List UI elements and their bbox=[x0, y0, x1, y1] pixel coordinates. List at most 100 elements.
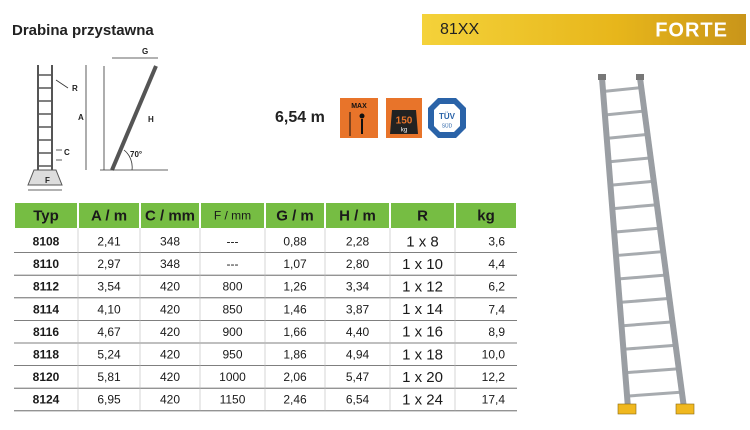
ladder-rail bbox=[599, 77, 631, 409]
table-cell: 1150 bbox=[220, 393, 246, 407]
icon-text: MAX bbox=[351, 103, 367, 110]
table-cell: 420 bbox=[160, 347, 180, 361]
model-code: 81XX bbox=[440, 21, 479, 38]
table-cell: 348 bbox=[160, 257, 180, 271]
brand-logo: FORTE bbox=[655, 19, 728, 41]
header-cell bbox=[201, 203, 264, 228]
table-cell: 420 bbox=[160, 302, 180, 316]
header-cell bbox=[456, 203, 516, 228]
table-cell: 4,10 bbox=[97, 302, 121, 316]
ladder-cap bbox=[636, 74, 644, 80]
dim-label: H bbox=[148, 115, 154, 124]
table-cell: 3,6 bbox=[488, 234, 505, 248]
max-height: 6,54 m bbox=[275, 109, 325, 126]
table-cell: 420 bbox=[160, 393, 180, 407]
table-cell: 420 bbox=[160, 370, 180, 384]
header-cell bbox=[266, 203, 324, 228]
ladder-rung bbox=[619, 296, 670, 304]
dim-label: G bbox=[142, 47, 148, 56]
table-cell: 950 bbox=[222, 347, 242, 361]
ladder-rung bbox=[606, 132, 648, 140]
table-cell: 420 bbox=[160, 280, 180, 294]
table-cell: 1 x 18 bbox=[402, 346, 443, 363]
table-cell: 6,54 bbox=[346, 393, 370, 407]
column-header: C / mm bbox=[145, 207, 195, 224]
dim-label: F bbox=[45, 176, 50, 185]
table-cell: 1 x 16 bbox=[402, 324, 443, 341]
column-header: kg bbox=[477, 207, 495, 224]
table-cell: 7,4 bbox=[488, 302, 505, 316]
table-cell: 3,34 bbox=[346, 280, 370, 294]
table-cell: 0,88 bbox=[283, 234, 307, 248]
table-cell: 12,2 bbox=[482, 370, 506, 384]
table-cell: 8116 bbox=[33, 325, 59, 339]
table-cell: 2,97 bbox=[97, 257, 121, 271]
table-cell: 5,47 bbox=[346, 370, 370, 384]
icon-text: SÜD bbox=[442, 122, 453, 129]
ladder-photo bbox=[598, 74, 695, 415]
table-cell: 1 x 14 bbox=[402, 301, 443, 318]
table-cell: 1 x 20 bbox=[402, 369, 443, 386]
icon-max-height bbox=[340, 98, 378, 138]
table-cell: 1,07 bbox=[283, 257, 307, 271]
table-cell: 4,40 bbox=[346, 325, 370, 339]
table-cell: 420 bbox=[160, 325, 180, 339]
ladder-rung bbox=[612, 203, 658, 211]
table-cell: 8124 bbox=[33, 393, 60, 407]
ladder-rung bbox=[624, 367, 680, 375]
table-cell: 1,26 bbox=[283, 280, 307, 294]
table-cell: 2,46 bbox=[283, 393, 307, 407]
column-header: Typ bbox=[33, 207, 59, 224]
ladder-rung bbox=[617, 273, 667, 281]
table-cell: 5,81 bbox=[97, 370, 121, 384]
table-cell: 800 bbox=[222, 280, 242, 294]
ladder-cap bbox=[598, 74, 606, 80]
table-cell: --- bbox=[227, 234, 239, 248]
table-cell: 8,9 bbox=[488, 325, 505, 339]
table-cell: 1 x 12 bbox=[402, 278, 443, 295]
table-cell: 3,87 bbox=[346, 302, 370, 316]
table-cell: 8110 bbox=[33, 257, 59, 271]
header-cell bbox=[141, 203, 199, 228]
table-cell: 348 bbox=[160, 234, 180, 248]
dim-label: A bbox=[78, 113, 84, 122]
icon-text: 150 bbox=[396, 116, 413, 127]
table-cell: 10,0 bbox=[482, 347, 506, 361]
page-title: Drabina przystawna bbox=[12, 22, 154, 39]
icon-text: TÜV bbox=[439, 112, 456, 121]
column-header: H / m bbox=[339, 207, 376, 224]
table-cell: 8108 bbox=[33, 234, 60, 248]
ladder-rung bbox=[615, 250, 664, 258]
table-cell: 3,54 bbox=[97, 280, 121, 294]
table-cell: 17,4 bbox=[482, 393, 506, 407]
table-cell: 1 x 8 bbox=[406, 233, 439, 250]
table-cell: --- bbox=[227, 257, 239, 271]
ladder-foot bbox=[617, 403, 637, 415]
column-header: A / m bbox=[91, 207, 127, 224]
dim-label: R bbox=[72, 84, 78, 93]
header-cell bbox=[15, 203, 77, 228]
ladder-diagram-front bbox=[27, 65, 87, 191]
ladder-rung bbox=[626, 390, 683, 398]
icon-text: kg bbox=[401, 128, 407, 134]
table-cell: 1,46 bbox=[283, 302, 307, 316]
table-cell: 8114 bbox=[33, 302, 59, 316]
table-cell: 8120 bbox=[33, 370, 60, 384]
table-cell: 1000 bbox=[219, 370, 246, 384]
table-cell: 1 x 10 bbox=[402, 256, 443, 273]
ladder-foot bbox=[675, 403, 695, 415]
table-cell: 8112 bbox=[33, 280, 59, 294]
table-cell: 1 x 24 bbox=[402, 391, 443, 408]
ladder-diagram-side bbox=[100, 57, 168, 171]
column-header: G / m bbox=[276, 207, 314, 224]
table-cell: 1,66 bbox=[283, 325, 307, 339]
ladder-rung bbox=[608, 156, 652, 164]
ladder-rung bbox=[604, 109, 645, 117]
ladder-rung bbox=[623, 343, 677, 351]
table-cell: 4,67 bbox=[97, 325, 121, 339]
header-cell bbox=[326, 203, 389, 228]
table-cell: 6,2 bbox=[488, 280, 505, 294]
column-header: R bbox=[417, 207, 428, 224]
